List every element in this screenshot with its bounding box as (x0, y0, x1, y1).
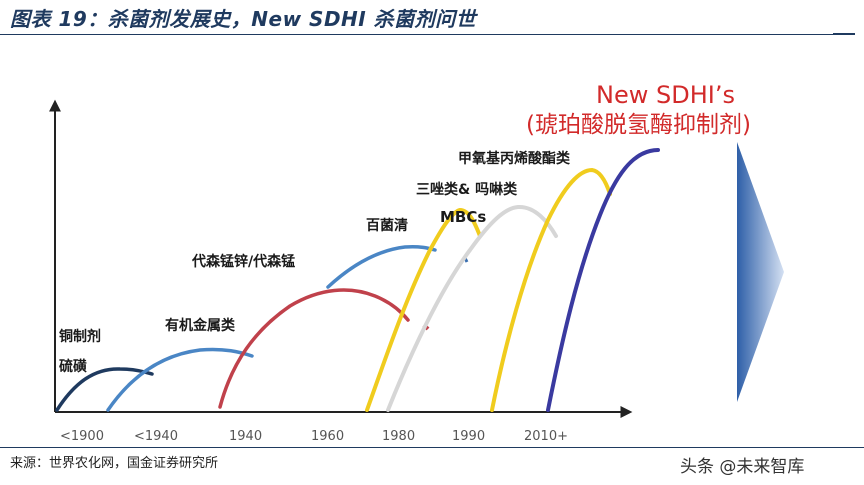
curve-organometallic (106, 347, 254, 412)
x-tick: 1990 (452, 429, 485, 444)
watermark: 头条 @未来智库 (680, 457, 805, 477)
x-tick: 2010+ (524, 429, 568, 444)
label-new-sdhi-desc: (琥珀酸脱氢酶抑制剂) (526, 112, 751, 138)
curve-chlorothalonil (218, 288, 410, 409)
curve-strobilurins (490, 167, 612, 412)
title-divider (0, 34, 840, 35)
growth-arrow-shape (737, 142, 784, 402)
page-title: 图表 19：杀菌剂发展史，New SDHI 杀菌剂问世 (10, 7, 477, 31)
x-tick: 1960 (311, 429, 344, 444)
curve-dithiocarbamate (326, 245, 437, 289)
title-divider-accent (833, 33, 855, 35)
label-organometallic: 有机金属类 (165, 317, 236, 334)
label-dithiocarbamate: 代森锰锌/代森锰 (191, 253, 295, 270)
source-note: 来源：世界农化网，国金证券研究所 (10, 456, 219, 471)
footer-divider (0, 447, 864, 448)
curve-triazoles (386, 205, 558, 412)
label-chlorothalonil: 百菌清 (366, 217, 408, 234)
label-new-sdhi: New SDHI’s (596, 81, 735, 109)
x-tick: 1980 (382, 429, 415, 444)
label-sulfur: 硫磺 (59, 358, 87, 375)
curve-mbcs (365, 207, 482, 412)
label-mbcs: MBCs (440, 208, 486, 226)
label-triazoles: 三唑类& 吗啉类 (416, 181, 518, 198)
curve-new-sdhi (546, 148, 660, 412)
x-tick: <1900 (60, 429, 104, 444)
x-tick: 1940 (229, 429, 262, 444)
label-strobilurins: 甲氧基丙烯酸酯类 (458, 150, 571, 167)
x-tick: <1940 (134, 429, 178, 444)
label-copper: 铜制剂 (59, 328, 101, 345)
